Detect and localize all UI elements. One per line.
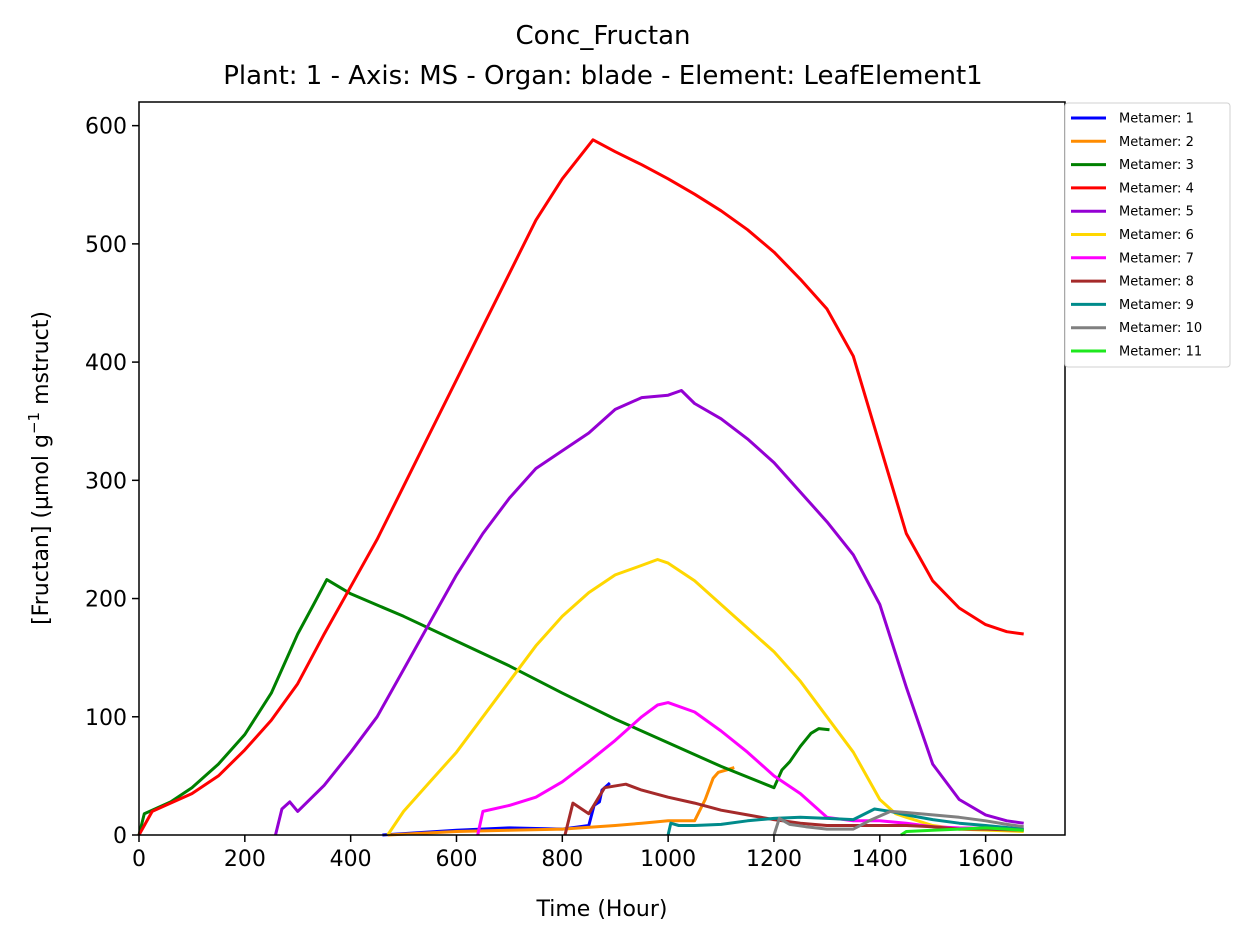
y-axis-label-prefix: [Fructan] (µmol g [29,434,54,625]
chart-subtitle: Plant: 1 - Axis: MS - Organ: blade - Ele… [223,61,982,91]
y-axis-label: [Fructan] (µmol g−1 mstruct) [25,311,54,625]
series-line-10 [772,809,1024,836]
x-tick-label: 800 [541,847,583,872]
x-tick-label: 1200 [746,847,802,872]
series-line-7 [476,701,1024,836]
x-tick-label: 400 [330,847,372,872]
legend-label-4: Metamer: 4 [1119,181,1194,196]
legend-label-10: Metamer: 10 [1119,321,1202,336]
legend: Metamer: 1 Metamer: 2 Metamer: 3 Metamer: 4… [1064,102,1231,368]
legend-label-9: Metamer: 9 [1119,298,1194,313]
legend-label-3: Metamer: 3 [1119,158,1194,173]
x-tick-label: 600 [435,847,477,872]
legend-label-11: Metamer: 11 [1119,345,1202,360]
y-tick-label: 400 [85,351,127,376]
legend-label-1: Metamer: 1 [1119,112,1194,127]
x-axis-ticks: 0 200 400 600 800 1000 1200 1400 1600 [132,835,1014,872]
series-line-4 [137,138,1024,836]
y-tick-label: 100 [85,706,127,731]
legend-items: Metamer: 1 Metamer: 2 Metamer: 3 Metamer: 4… [1071,112,1202,360]
series-line-6 [386,558,1024,836]
plot-frame [138,101,1066,836]
y-tick-label: 500 [85,233,127,258]
x-tick-label: 200 [224,847,266,872]
chart-title: Conc_Fructan [516,21,691,51]
x-tick-label: 0 [132,847,146,872]
y-axis-label-suffix: mstruct) [29,311,54,412]
series-line-9 [666,807,1024,836]
legend-label-7: Metamer: 7 [1119,251,1194,266]
legend-label-2: Metamer: 2 [1119,135,1194,150]
series-line-2 [387,766,735,837]
series-line-11 [900,826,1024,837]
x-tick-label: 1600 [958,847,1014,872]
x-axis-label: Time (Hour) [536,897,668,922]
series-line-8 [563,782,1024,836]
series-line-3 [137,578,830,836]
legend-label-8: Metamer: 8 [1119,275,1194,290]
plot-lines [137,138,1024,837]
y-axis-ticks: 0 100 200 300 400 500 600 [85,115,139,849]
series-line-5 [274,389,1024,836]
y-tick-label: 0 [113,824,127,849]
x-tick-label: 1000 [640,847,696,872]
y-tick-label: 600 [85,115,127,140]
y-axis-label-superscript: −1 [25,412,43,434]
legend-box [1064,102,1231,368]
x-tick-label: 1400 [852,847,908,872]
legend-label-5: Metamer: 5 [1119,205,1194,220]
y-tick-label: 300 [85,469,127,494]
y-tick-label: 200 [85,588,127,613]
legend-label-6: Metamer: 6 [1119,228,1194,243]
